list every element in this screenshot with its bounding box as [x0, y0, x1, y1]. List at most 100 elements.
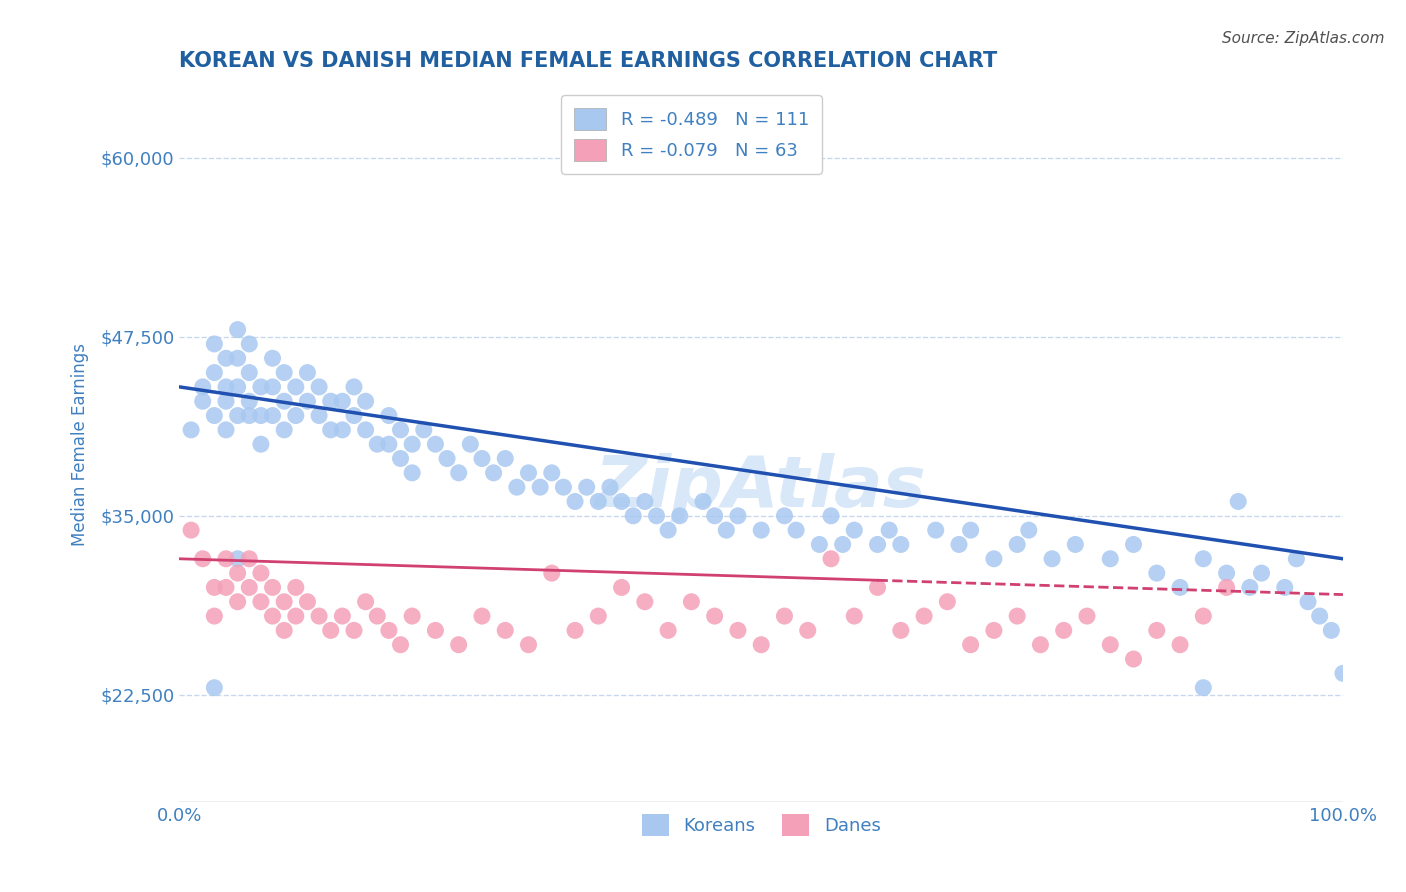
Text: KOREAN VS DANISH MEDIAN FEMALE EARNINGS CORRELATION CHART: KOREAN VS DANISH MEDIAN FEMALE EARNINGS …: [180, 51, 998, 70]
Point: [820, 551, 842, 566]
Point: [1192, 681, 1215, 695]
Point: [621, 508, 644, 523]
Point: [645, 508, 668, 523]
Point: [588, 494, 610, 508]
Point: [506, 480, 529, 494]
Point: [319, 624, 342, 638]
Point: [773, 508, 796, 523]
Point: [1064, 537, 1087, 551]
Point: [401, 609, 423, 624]
Point: [1192, 551, 1215, 566]
Point: [749, 523, 772, 537]
Point: [308, 409, 330, 423]
Point: [785, 523, 807, 537]
Point: [202, 409, 225, 423]
Point: [366, 609, 388, 624]
Point: [1053, 624, 1076, 638]
Point: [866, 537, 889, 551]
Point: [703, 508, 725, 523]
Point: [366, 437, 388, 451]
Point: [284, 609, 307, 624]
Point: [1215, 566, 1237, 580]
Point: [749, 638, 772, 652]
Point: [343, 624, 366, 638]
Point: [553, 480, 575, 494]
Point: [202, 681, 225, 695]
Point: [262, 581, 284, 595]
Point: [1309, 609, 1331, 624]
Point: [308, 609, 330, 624]
Point: [215, 380, 238, 394]
Point: [1005, 609, 1028, 624]
Point: [610, 581, 633, 595]
Point: [202, 337, 225, 351]
Point: [482, 466, 505, 480]
Point: [1320, 624, 1343, 638]
Point: [866, 581, 889, 595]
Point: [262, 609, 284, 624]
Point: [912, 609, 935, 624]
Point: [436, 451, 458, 466]
Point: [226, 409, 249, 423]
Point: [238, 409, 260, 423]
Point: [389, 451, 412, 466]
Point: [447, 466, 470, 480]
Point: [634, 494, 657, 508]
Text: Source: ZipAtlas.com: Source: ZipAtlas.com: [1222, 31, 1385, 46]
Point: [540, 466, 562, 480]
Point: [250, 409, 273, 423]
Point: [727, 508, 749, 523]
Point: [354, 423, 377, 437]
Point: [250, 380, 273, 394]
Point: [250, 595, 273, 609]
Point: [330, 394, 353, 409]
Point: [412, 423, 434, 437]
Point: [238, 581, 260, 595]
Point: [692, 494, 714, 508]
Point: [877, 523, 900, 537]
Point: [1146, 566, 1168, 580]
Point: [180, 523, 202, 537]
Point: [238, 394, 260, 409]
Point: [668, 508, 690, 523]
Point: [471, 609, 494, 624]
Point: [716, 523, 738, 537]
Point: [202, 609, 225, 624]
Point: [1029, 638, 1052, 652]
Point: [284, 581, 307, 595]
Point: [389, 638, 412, 652]
Point: [1215, 581, 1237, 595]
Point: [1227, 494, 1250, 508]
Point: [273, 366, 295, 380]
Point: [250, 437, 273, 451]
Point: [191, 551, 214, 566]
Point: [529, 480, 551, 494]
Point: [226, 551, 249, 566]
Point: [226, 351, 249, 366]
Point: [180, 423, 202, 437]
Point: [517, 466, 540, 480]
Point: [1076, 609, 1098, 624]
Point: [378, 624, 401, 638]
Point: [226, 595, 249, 609]
Point: [330, 609, 353, 624]
Point: [215, 351, 238, 366]
Point: [599, 480, 621, 494]
Point: [273, 595, 295, 609]
Point: [936, 595, 959, 609]
Point: [191, 380, 214, 394]
Point: [727, 624, 749, 638]
Point: [250, 566, 273, 580]
Point: [202, 581, 225, 595]
Point: [215, 394, 238, 409]
Point: [343, 409, 366, 423]
Point: [831, 537, 853, 551]
Point: [401, 437, 423, 451]
Point: [1250, 566, 1272, 580]
Point: [273, 624, 295, 638]
Y-axis label: Median Female Earnings: Median Female Earnings: [72, 343, 89, 546]
Point: [319, 423, 342, 437]
Point: [378, 409, 401, 423]
Point: [634, 595, 657, 609]
Point: [1018, 523, 1040, 537]
